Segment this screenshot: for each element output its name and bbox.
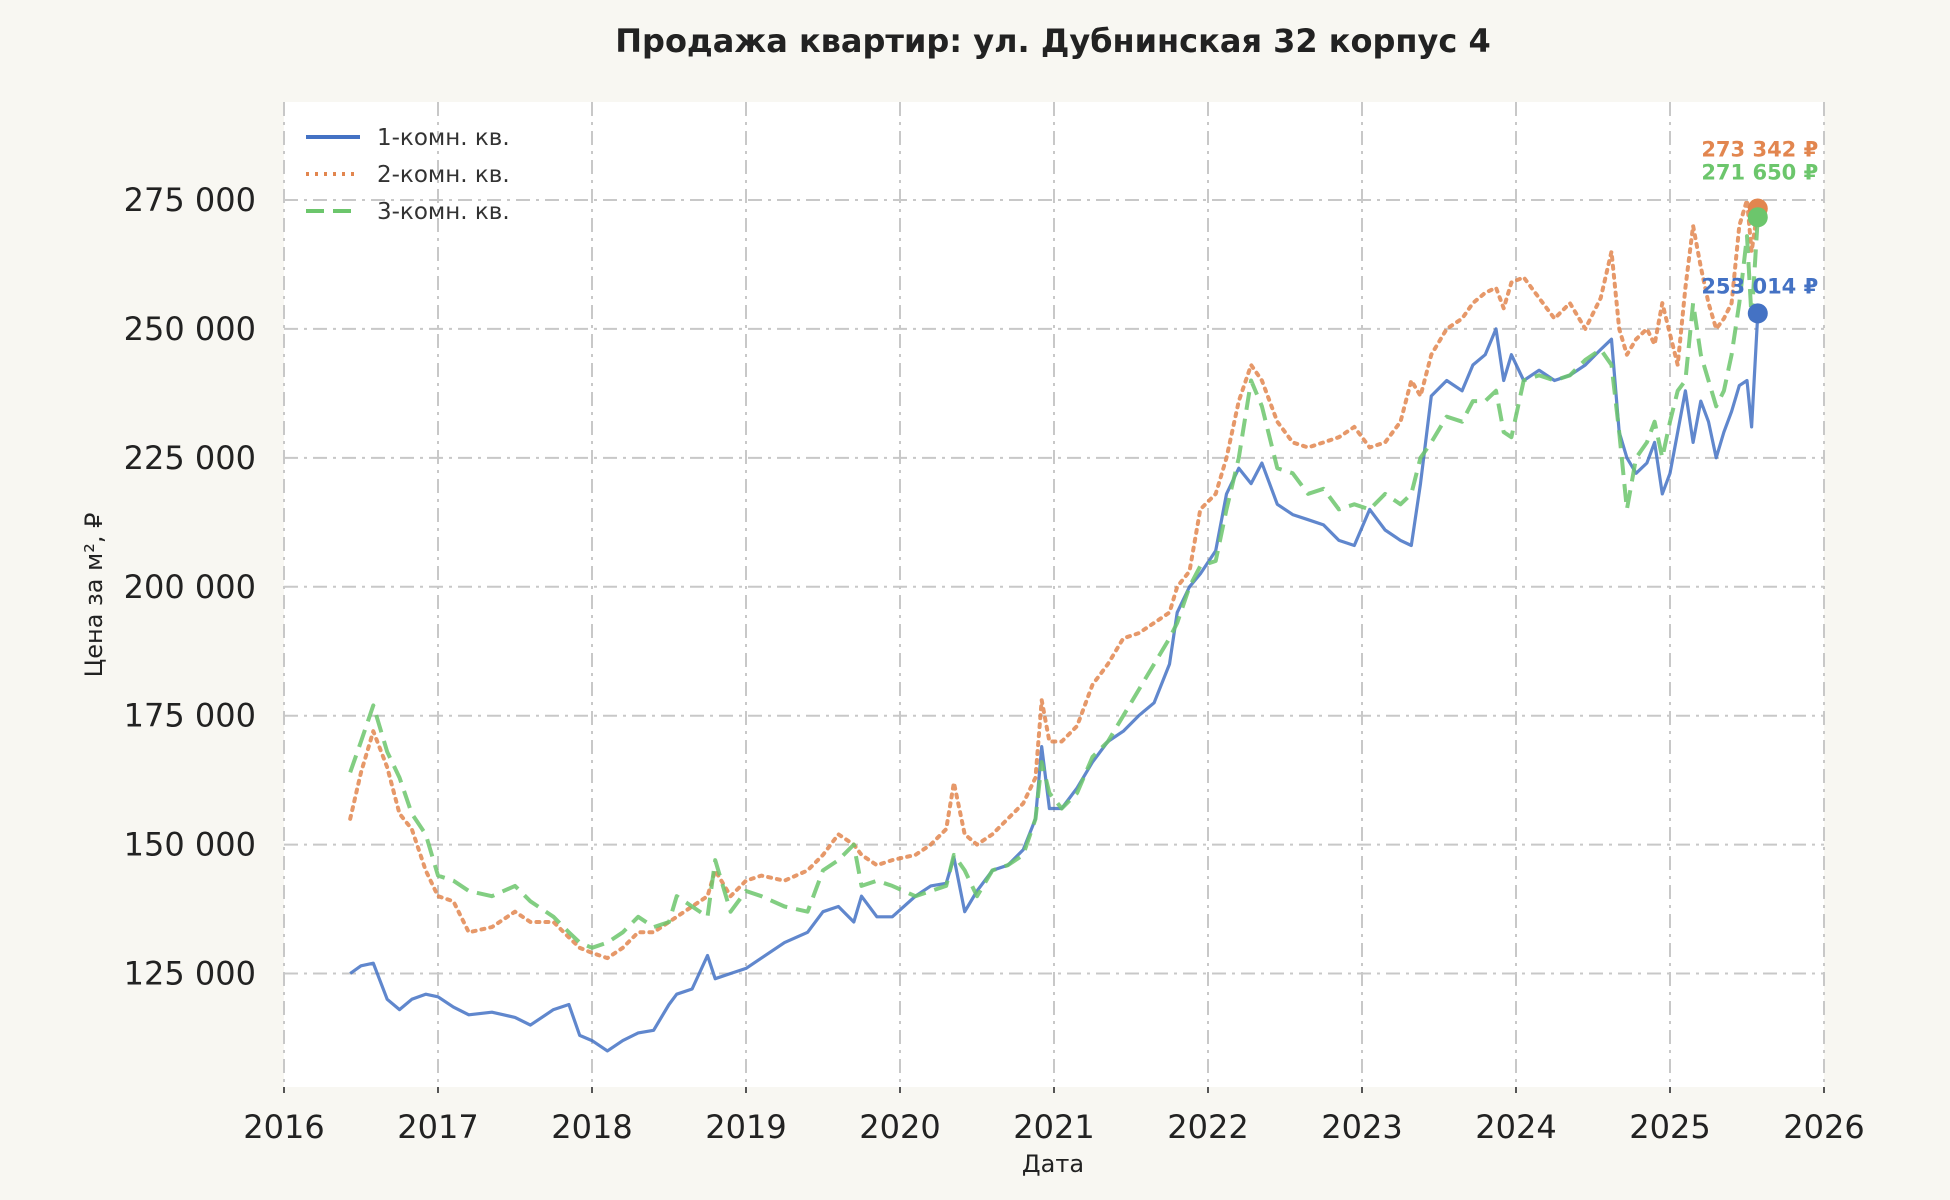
legend-label: 2-комн. кв.: [377, 162, 510, 188]
series-line: [348, 217, 1760, 950]
x-tick-label: 2021: [1013, 1108, 1094, 1146]
x-tick-label: 2016: [243, 1108, 324, 1146]
y-axis-ticks: 125 000 150 000 175 000 200 000 225 000 250 0…: [124, 181, 256, 993]
legend: 1-комн. кв. 2-комн. кв. 3-комн. кв.: [306, 125, 510, 225]
y-tick-label: 125 000: [124, 955, 256, 993]
x-tick-label: 2025: [1629, 1108, 1710, 1146]
chart-title: Продажа квартир: ул. Дубнинская 32 корпу…: [615, 22, 1491, 60]
end-markers: 253 014 ₽ 273 342 ₽271 650 ₽: [1701, 138, 1818, 324]
x-tick-label: 2024: [1475, 1108, 1556, 1146]
x-tick-label: 2023: [1321, 1108, 1402, 1146]
series-end-label: 253 014 ₽: [1701, 274, 1818, 298]
series-layer: [348, 198, 1760, 1053]
series-end-marker: [1747, 303, 1768, 324]
x-axis-label: Дата: [1022, 1150, 1084, 1178]
y-tick-label: 250 000: [124, 310, 256, 348]
grid: [283, 102, 1825, 1087]
y-tick-label: 225 000: [124, 439, 256, 477]
series-end-label: 271 650 ₽: [1701, 160, 1818, 184]
x-tick-label: 2020: [859, 1108, 940, 1146]
legend-label: 3-комн. кв.: [377, 199, 510, 225]
series-line: [348, 198, 1760, 961]
x-axis-ticks: 2016 2017 2018 2019 2020 2021 2022 2023 2024 2025…: [243, 1087, 1865, 1146]
x-tick-label: 2019: [705, 1108, 786, 1146]
legend-label: 1-комн. кв.: [377, 125, 510, 151]
x-tick-label: 2026: [1783, 1108, 1864, 1146]
x-tick-label: 2022: [1167, 1108, 1248, 1146]
x-tick-label: 2017: [397, 1108, 478, 1146]
y-tick-label: 200 000: [124, 568, 256, 606]
y-tick-label: 275 000: [124, 181, 256, 219]
series-end-marker: [1747, 207, 1768, 228]
y-tick-label: 150 000: [124, 826, 256, 864]
x-tick-label: 2018: [551, 1108, 632, 1146]
series-end-label: 273 342 ₽: [1701, 138, 1818, 162]
y-tick-label: 175 000: [124, 697, 256, 735]
y-axis-label: Цена за м², ₽: [80, 513, 108, 678]
